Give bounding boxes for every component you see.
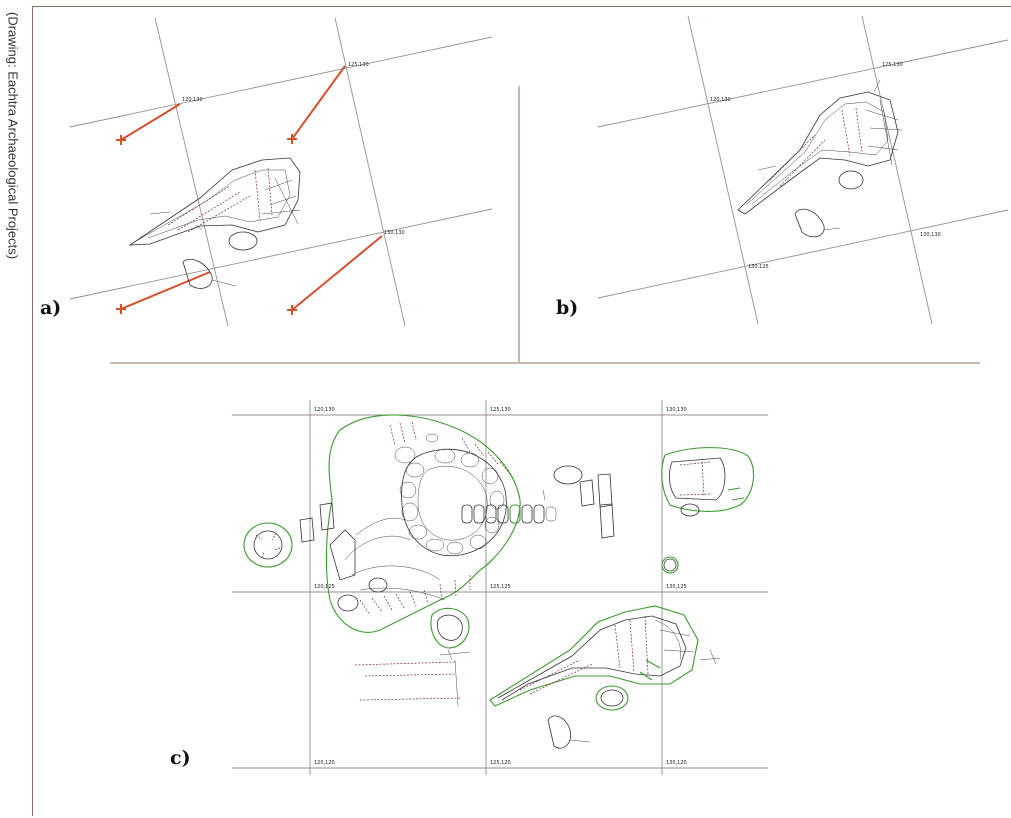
panel-c-grid-label-2: 125,130 bbox=[490, 407, 511, 413]
panel-c-grid-label-3: 130,130 bbox=[666, 407, 687, 413]
frame-top-rule bbox=[32, 6, 1011, 7]
panel-a-label: a) bbox=[40, 297, 61, 319]
panel-c-small-ring bbox=[661, 556, 679, 574]
panel-b-site-plan bbox=[737, 79, 903, 238]
panel-a-grid-label-2: 125,130 bbox=[348, 62, 369, 68]
panel-a: 120,130 125,130 130,130 a) bbox=[40, 17, 493, 327]
panel-b-label: b) bbox=[556, 297, 578, 319]
panel-c-left-pit bbox=[243, 522, 293, 568]
frame-left-rule bbox=[32, 6, 33, 816]
panel-b-grid-label-4: 130,125 bbox=[748, 264, 769, 270]
panel-c-grid-label-8: 125,120 bbox=[490, 760, 511, 766]
panel-c-linear-features bbox=[354, 659, 461, 707]
panel-b-grid bbox=[597, 15, 1009, 325]
panel-c-main-enclosure bbox=[299, 414, 557, 633]
panel-b-grid-label-3: 130,130 bbox=[920, 232, 941, 238]
panel-b-grid-label-2: 125,130 bbox=[882, 62, 903, 68]
panel-c-standing-stones bbox=[542, 465, 615, 539]
panel-c-grid-label-4: 120,125 bbox=[314, 584, 335, 590]
panel-c: 120,130 125,130 130,130 120,125 125,125 … bbox=[170, 400, 768, 775]
panel-c-entrance-stones bbox=[461, 504, 557, 524]
panel-a-correction-arrows bbox=[116, 65, 383, 315]
panel-a-marker-3 bbox=[116, 304, 126, 314]
panel-c-rectangular-structure bbox=[661, 447, 755, 517]
panel-c-stones bbox=[394, 433, 505, 555]
panel-a-grid-label-1: 120,130 bbox=[182, 97, 203, 103]
panel-a-grid-label-3: 130,130 bbox=[384, 230, 405, 236]
panel-c-label: c) bbox=[170, 747, 191, 769]
panel-a-site-plan bbox=[128, 157, 301, 289]
panel-b-grid-label-1: 120,130 bbox=[710, 97, 731, 103]
panel-c-grid-label-6: 130,125 bbox=[666, 584, 687, 590]
panel-c-grid-label-1: 120,130 bbox=[314, 407, 335, 413]
panel-a-grid bbox=[69, 17, 493, 327]
panel-c-long-feature bbox=[489, 605, 721, 749]
panel-a-marker-1 bbox=[116, 135, 126, 145]
panel-c-grid-label-5: 125,125 bbox=[490, 584, 511, 590]
panel-c-grid-label-9: 130,120 bbox=[666, 760, 687, 766]
panel-c-small-pit bbox=[430, 607, 471, 661]
panel-a-marker-4 bbox=[287, 305, 297, 315]
panel-c-grid-label-7: 120,120 bbox=[314, 760, 335, 766]
panel-c-grid bbox=[232, 400, 768, 775]
panel-a-marker-2 bbox=[287, 134, 297, 144]
panel-b: 120,130 125,130 130,130 130,125 b) bbox=[556, 15, 1009, 325]
